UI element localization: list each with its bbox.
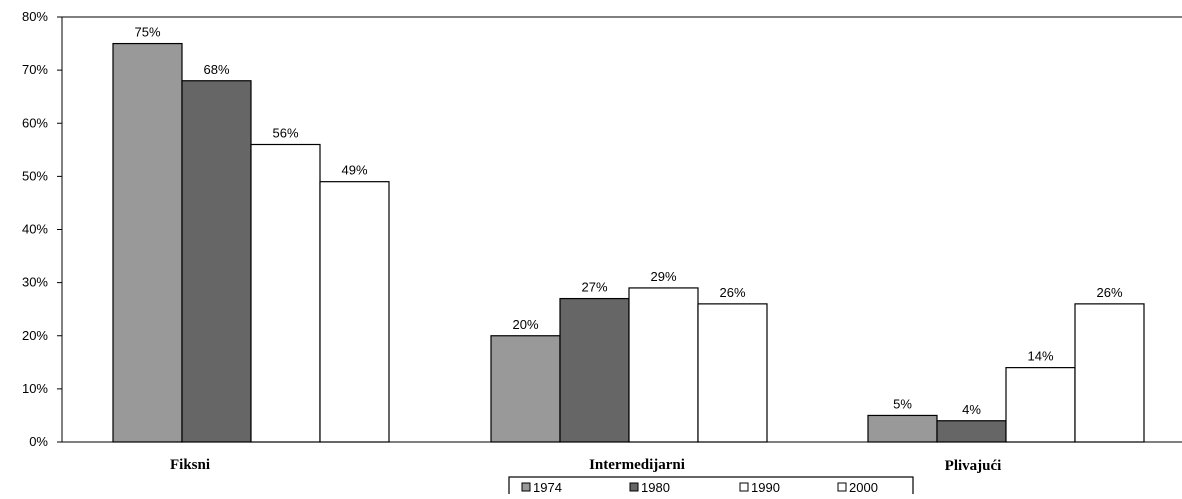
bar-1980-0 bbox=[181, 80, 252, 443]
data-label: 29% bbox=[650, 269, 676, 284]
legend-swatch-1980 bbox=[629, 482, 639, 492]
bar-2000-1 bbox=[697, 303, 768, 443]
data-label: 27% bbox=[581, 280, 607, 295]
category-label: Intermedijarni bbox=[589, 457, 685, 473]
legend-swatch-2000 bbox=[837, 482, 847, 492]
category-label: Fiksni bbox=[170, 457, 210, 473]
legend-label: 1974 bbox=[533, 480, 562, 494]
legend-swatch-1974 bbox=[521, 482, 531, 492]
y-tick-label: 30% bbox=[22, 275, 48, 290]
y-tick-label: 10% bbox=[22, 381, 48, 396]
bar-1974-2 bbox=[867, 414, 938, 443]
y-tick-label: 50% bbox=[22, 168, 48, 183]
bar-1980-2 bbox=[936, 420, 1007, 443]
y-tick-label: 20% bbox=[22, 328, 48, 343]
y-tick-label: 70% bbox=[22, 62, 48, 77]
data-label: 26% bbox=[719, 285, 745, 300]
y-tick-label: 0% bbox=[29, 434, 48, 449]
legend-label: 1980 bbox=[641, 480, 670, 494]
data-label: 14% bbox=[1027, 349, 1053, 364]
data-label: 68% bbox=[203, 62, 229, 77]
data-label: 20% bbox=[512, 317, 538, 332]
y-tick-label: 60% bbox=[22, 115, 48, 130]
bar-1990-2 bbox=[1005, 367, 1076, 443]
data-label: 5% bbox=[893, 396, 912, 411]
bar-1980-1 bbox=[559, 297, 630, 443]
bar-1974-1 bbox=[490, 335, 561, 443]
data-label: 49% bbox=[341, 163, 367, 178]
data-label: 26% bbox=[1096, 285, 1122, 300]
bar-2000-2 bbox=[1074, 303, 1145, 443]
y-tick-label: 80% bbox=[22, 9, 48, 24]
data-label: 4% bbox=[962, 402, 981, 417]
bar-1990-1 bbox=[628, 287, 699, 443]
bar-1974-0 bbox=[112, 42, 183, 443]
data-label: 56% bbox=[272, 126, 298, 141]
y-tick-label: 40% bbox=[22, 222, 48, 237]
bar-2000-0 bbox=[319, 181, 390, 443]
legend-label: 1990 bbox=[751, 480, 780, 494]
bar-1990-0 bbox=[250, 143, 321, 443]
legend-swatch-1990 bbox=[739, 482, 749, 492]
category-label: Plivajući bbox=[945, 458, 1002, 474]
legend-label: 2000 bbox=[849, 480, 878, 494]
data-label: 75% bbox=[134, 25, 160, 40]
